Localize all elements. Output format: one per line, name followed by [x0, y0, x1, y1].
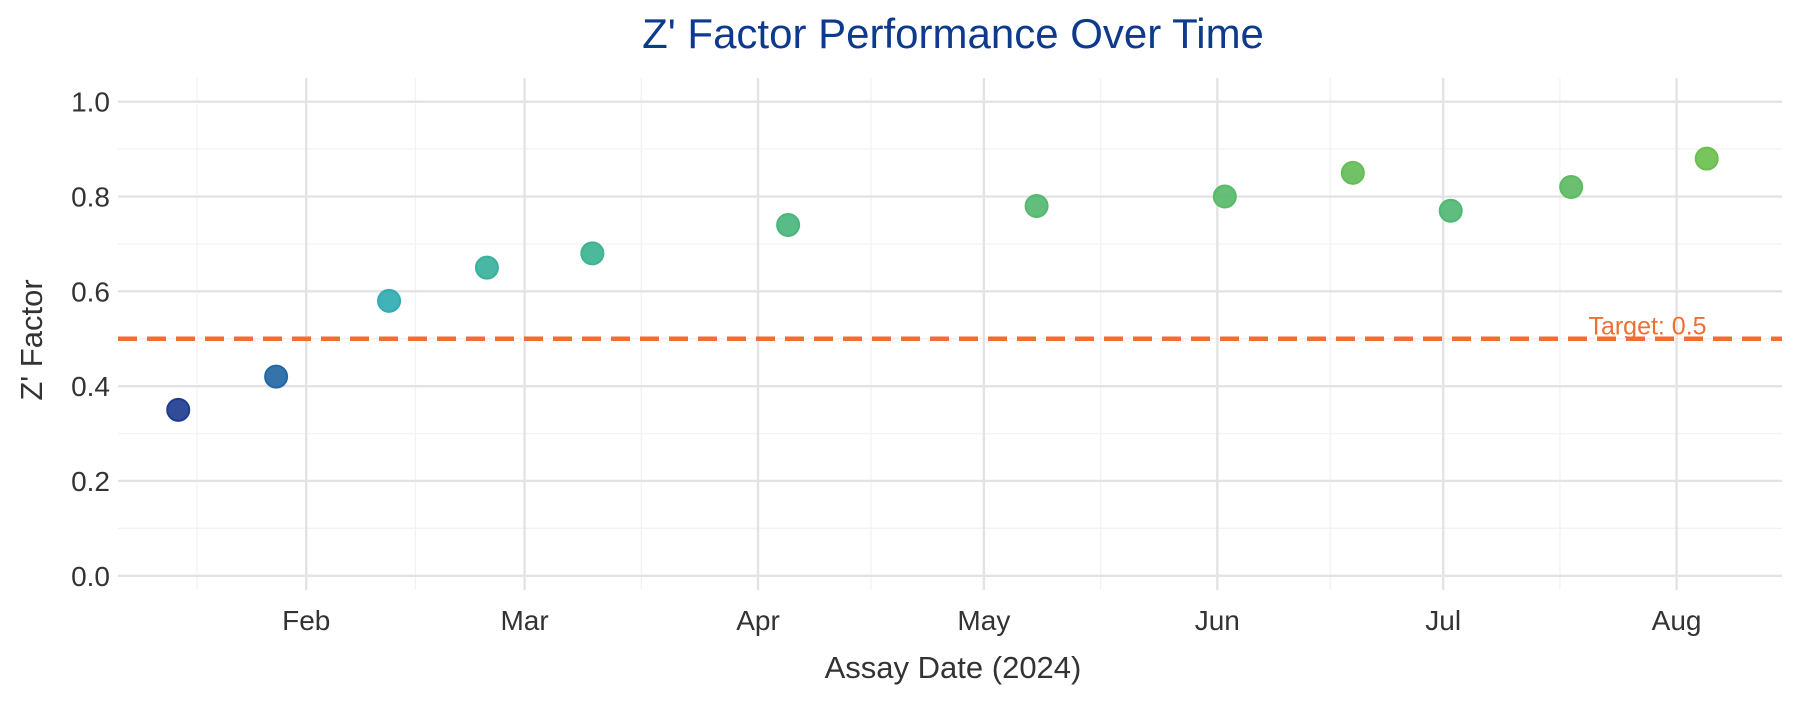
- x-tick-label: Jul: [1425, 605, 1461, 636]
- threshold: Target: 0.5: [118, 313, 1782, 341]
- y-tick-label: 0.4: [71, 371, 110, 402]
- y-tick-label: 0.0: [71, 561, 110, 592]
- x-tick-label: May: [957, 605, 1010, 636]
- x-tick-label: Aug: [1652, 605, 1702, 636]
- x-tick-label: Mar: [500, 605, 548, 636]
- data-point: [776, 212, 801, 237]
- y-tick-label: 0.8: [71, 182, 110, 213]
- data-point: [1694, 146, 1719, 171]
- data-point: [580, 241, 605, 266]
- minor-gridlines: [118, 78, 1782, 590]
- x-tick-labels: Feb Mar Apr May Jun Jul Aug: [282, 605, 1701, 636]
- data-point: [474, 255, 499, 280]
- target-threshold-label: Target: 0.5: [1588, 313, 1706, 341]
- data-point: [166, 397, 191, 422]
- x-tick-label: Jun: [1195, 605, 1240, 636]
- data-point: [1438, 198, 1463, 223]
- data-point: [1024, 194, 1049, 218]
- data-point: [1559, 175, 1584, 200]
- x-tick-label: Feb: [282, 605, 330, 636]
- data-point: [377, 288, 402, 313]
- chart-title: Z' Factor Performance Over Time: [642, 10, 1264, 57]
- data-point: [1340, 160, 1365, 185]
- y-tick-labels: 0.0 0.2 0.4 0.6 0.8 1.0: [71, 87, 110, 592]
- x-tick-label: Apr: [736, 605, 780, 636]
- major-gridlines: [118, 78, 1782, 590]
- data-points: [166, 146, 1719, 422]
- x-axis-label: Assay Date (2024): [825, 650, 1082, 685]
- y-tick-label: 0.6: [71, 276, 110, 307]
- y-tick-label: 0.2: [71, 466, 110, 497]
- y-tick-label: 1.0: [71, 87, 110, 118]
- data-point: [1212, 184, 1237, 209]
- y-axis-label: Z' Factor: [14, 279, 49, 400]
- data-point: [264, 364, 289, 389]
